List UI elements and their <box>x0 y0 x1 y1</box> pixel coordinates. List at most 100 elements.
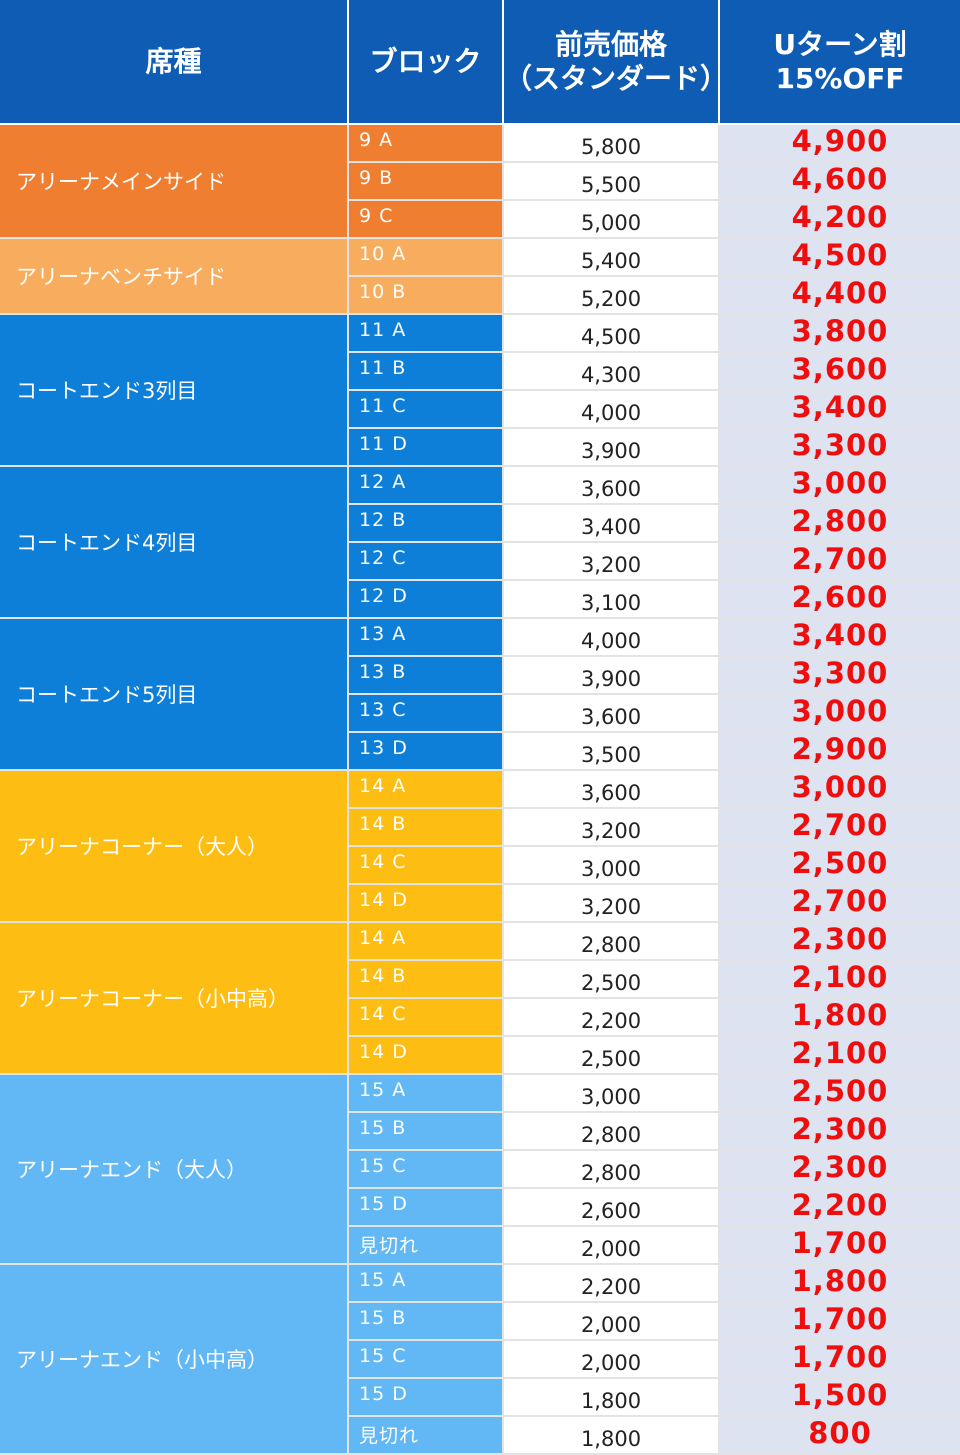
table-row: 11 D 3,900 3,300 <box>0 427 960 467</box>
advance-price-cell: 3,600 <box>502 693 720 733</box>
header-price-line2: （スタンダード） <box>504 61 719 95</box>
uturn-discount-price-cell: 2,500 <box>718 845 960 885</box>
block-cell: 13 A <box>347 617 504 657</box>
block-cell: 14 D <box>348 1035 504 1075</box>
uturn-discount-price-cell: 1,700 <box>718 1301 960 1341</box>
block-cell: 10 A <box>347 237 504 277</box>
seat-type-cell: アリーナコーナー（大人） <box>0 769 349 923</box>
header-price: 前売価格 （スタンダード） <box>502 0 720 125</box>
advance-price-cell: 3,100 <box>502 579 720 619</box>
uturn-discount-price-cell: 4,900 <box>718 123 960 163</box>
uturn-discount-price-cell: 2,800 <box>718 503 960 543</box>
advance-price-cell: 2,200 <box>502 1263 720 1303</box>
block-cell: 12 B <box>348 503 504 543</box>
table-row: 9 C 5,000 4,200 <box>0 199 960 239</box>
table-row: アリーナコーナー（大人） 14 A 3,600 3,000 <box>0 769 960 923</box>
uturn-discount-price-cell: 2,100 <box>718 1035 960 1075</box>
table-row: 12 D 3,100 2,600 <box>0 579 960 619</box>
seat-type-cell: アリーナコーナー（小中高） <box>0 921 349 1075</box>
block-cell: 13 C <box>348 693 504 733</box>
advance-price-cell: 3,900 <box>502 427 720 467</box>
block-cell: 9 B <box>348 161 504 201</box>
header-block: ブロック <box>347 0 504 125</box>
table-row: アリーナコーナー（小中高） 14 A 2,800 2,300 <box>0 921 960 1075</box>
uturn-discount-price-cell: 1,700 <box>718 1225 960 1265</box>
uturn-discount-price-cell: 3,300 <box>718 427 960 467</box>
uturn-discount-price-cell: 3,400 <box>718 389 960 429</box>
block-cell: 見切れ <box>348 1225 504 1265</box>
seat-type-cell: アリーナエンド（小中高） <box>0 1263 349 1455</box>
advance-price-cell: 3,200 <box>502 541 720 581</box>
advance-price-cell: 5,000 <box>502 199 720 239</box>
table-row: 14 B 2,500 2,100 <box>0 959 960 999</box>
advance-price-cell: 4,000 <box>502 389 720 429</box>
uturn-discount-price-cell: 2,700 <box>718 541 960 581</box>
block-cell: 11 B <box>348 351 504 391</box>
header-seat: 席種 <box>0 0 349 125</box>
table-row: 見切れ 1,800 800 <box>0 1415 960 1455</box>
table-row: 見切れ 2,000 1,700 <box>0 1225 960 1265</box>
table-row: 14 D 3,200 2,700 <box>0 883 960 923</box>
table-row: 15 C 2,000 1,700 <box>0 1339 960 1379</box>
table-row: 14 D 2,500 2,100 <box>0 1035 960 1075</box>
table-row: 11 C 4,000 3,400 <box>0 389 960 429</box>
uturn-discount-price-cell: 4,400 <box>718 275 960 315</box>
table-row: コートエンド3列目 11 A 4,500 3,800 <box>0 313 960 467</box>
table-row: 10 B 5,200 4,400 <box>0 275 960 315</box>
advance-price-cell: 2,000 <box>502 1225 720 1265</box>
table-row: 15 D 2,600 2,200 <box>0 1187 960 1227</box>
uturn-discount-price-cell: 2,500 <box>718 1073 960 1113</box>
block-cell: 15 B <box>348 1301 504 1341</box>
uturn-discount-price-cell: 3,400 <box>718 617 960 657</box>
uturn-discount-price-cell: 2,300 <box>718 921 960 961</box>
block-cell: 11 A <box>347 313 504 353</box>
block-cell: 14 D <box>348 883 504 923</box>
block-cell: 9 C <box>348 199 504 239</box>
uturn-discount-price-cell: 1,800 <box>718 1263 960 1303</box>
uturn-discount-price-cell: 3,000 <box>718 465 960 505</box>
advance-price-cell: 4,500 <box>502 313 720 353</box>
table-row: 13 D 3,500 2,900 <box>0 731 960 771</box>
uturn-discount-price-cell: 2,300 <box>718 1111 960 1151</box>
uturn-discount-price-cell: 2,100 <box>718 959 960 999</box>
uturn-discount-price-cell: 3,000 <box>718 769 960 809</box>
block-cell: 15 C <box>348 1149 504 1189</box>
advance-price-cell: 2,600 <box>502 1187 720 1227</box>
table-row: 15 B 2,800 2,300 <box>0 1111 960 1151</box>
uturn-discount-price-cell: 1,700 <box>718 1339 960 1379</box>
header-price-line1: 前売価格 <box>554 27 667 61</box>
advance-price-cell: 2,200 <box>502 997 720 1037</box>
advance-price-cell: 5,500 <box>502 161 720 201</box>
header-uturn-line1: Uターン割 <box>773 27 907 61</box>
advance-price-cell: 3,200 <box>502 807 720 847</box>
advance-price-cell: 4,300 <box>502 351 720 391</box>
advance-price-cell: 3,600 <box>502 465 720 505</box>
table-row: 12 C 3,200 2,700 <box>0 541 960 581</box>
advance-price-cell: 5,800 <box>502 123 720 163</box>
block-cell: 12 D <box>348 579 504 619</box>
block-cell: 11 D <box>348 427 504 467</box>
uturn-discount-price-cell: 1,500 <box>718 1377 960 1417</box>
seat-type-cell: アリーナエンド（大人） <box>0 1073 349 1265</box>
block-cell: 15 D <box>348 1377 504 1417</box>
advance-price-cell: 5,200 <box>502 275 720 315</box>
uturn-discount-price-cell: 2,600 <box>718 579 960 619</box>
table-row: 9 B 5,500 4,600 <box>0 161 960 201</box>
block-cell: 10 B <box>348 275 504 315</box>
table-row: 14 C 3,000 2,500 <box>0 845 960 885</box>
block-cell: 9 A <box>347 123 504 163</box>
uturn-discount-price-cell: 3,000 <box>718 693 960 733</box>
seat-type-cell: コートエンド3列目 <box>0 313 349 467</box>
advance-price-cell: 2,800 <box>502 1149 720 1189</box>
uturn-discount-price-cell: 2,200 <box>718 1187 960 1227</box>
block-cell: 14 B <box>348 807 504 847</box>
uturn-discount-price-cell: 4,500 <box>718 237 960 277</box>
advance-price-cell: 3,200 <box>502 883 720 923</box>
header-seat-label: 席種 <box>145 44 202 78</box>
block-cell: 15 D <box>348 1187 504 1227</box>
block-cell: 12 C <box>348 541 504 581</box>
advance-price-cell: 1,800 <box>502 1377 720 1417</box>
